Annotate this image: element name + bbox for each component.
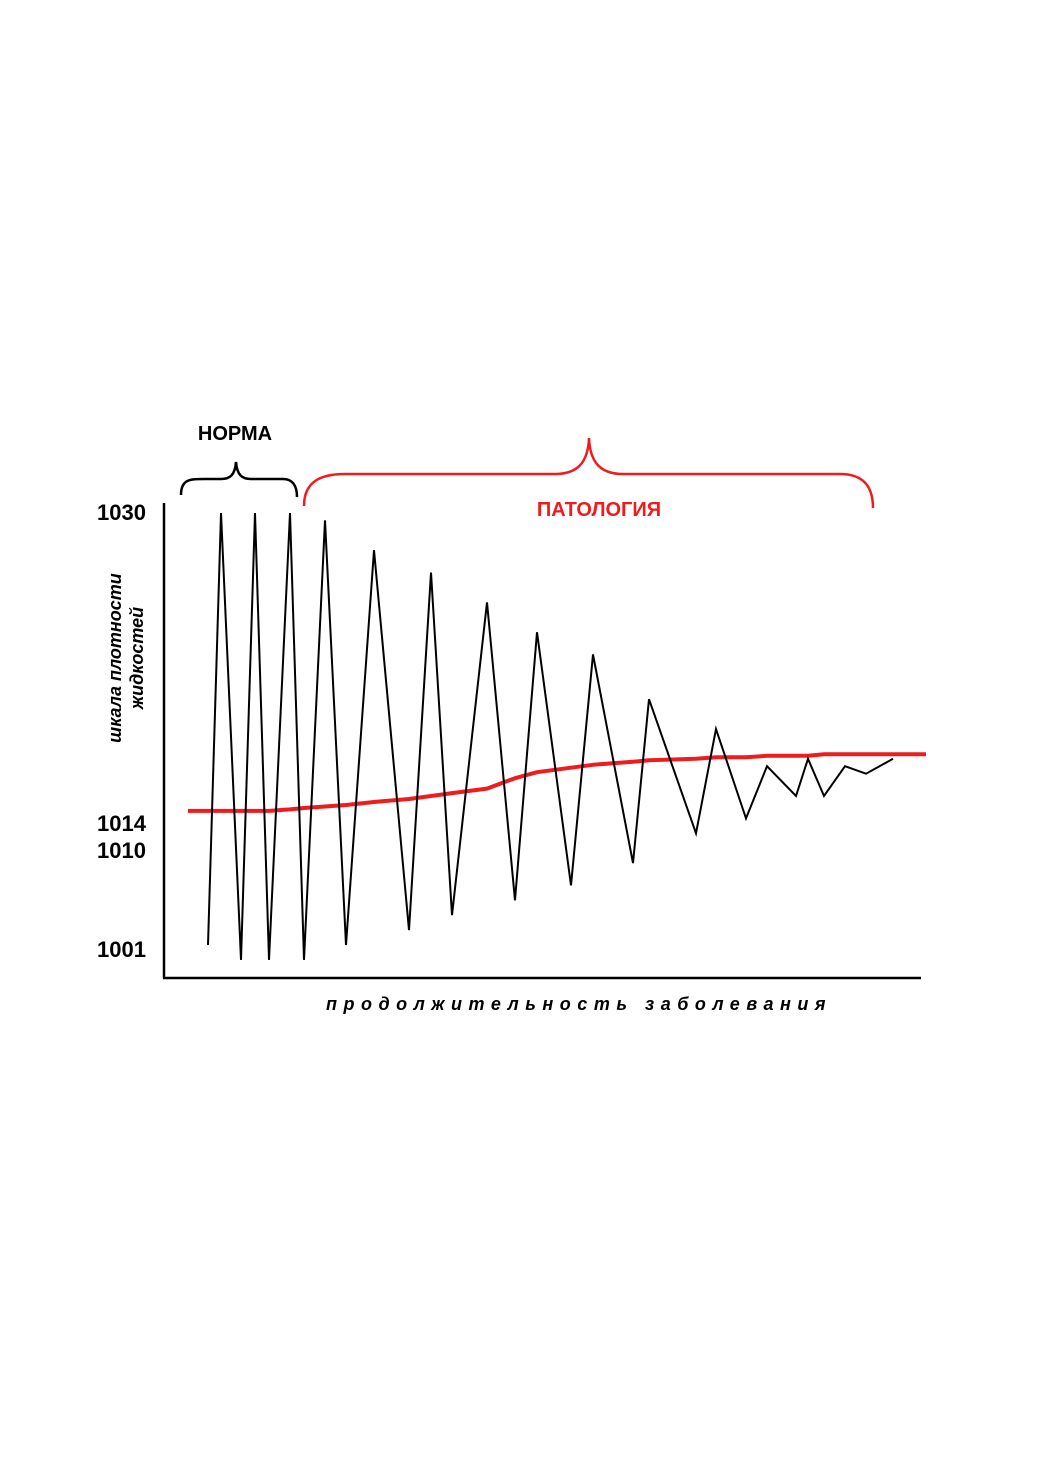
y-tick-1001: 1001 — [97, 937, 146, 962]
norm-brace — [179, 461, 299, 498]
y-tick-1030: 1030 — [97, 500, 146, 525]
norm-label: НОРМА — [198, 423, 272, 445]
pathology-brace — [302, 437, 875, 509]
y-axis-label-line2: жидкостей — [127, 607, 147, 710]
y-axis-label-line1: шкала плотности — [105, 573, 125, 743]
density-line — [207, 512, 894, 960]
plot-marks — [188, 512, 926, 960]
x-axis-label: продолжительность заболевания — [326, 994, 832, 1014]
y-tick-1014: 1014 — [97, 811, 147, 836]
y-tick-1010: 1010 — [97, 838, 146, 863]
pathology-label: ПАТОЛОГИЯ — [537, 499, 661, 521]
